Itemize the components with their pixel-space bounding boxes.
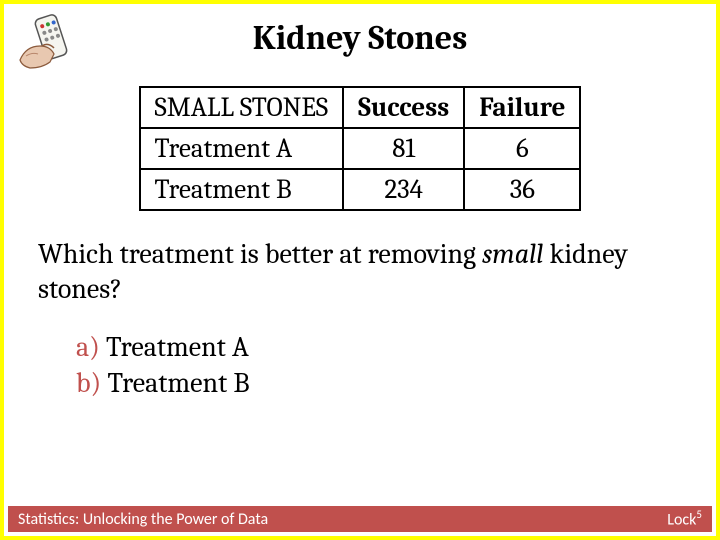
option-b[interactable]: b) Treatment B	[76, 365, 682, 401]
col-header-1: Success	[343, 87, 464, 128]
table-row: Treatment B 234 36	[140, 169, 581, 210]
question-italic: small	[482, 238, 543, 270]
footer-right-sup: 5	[696, 508, 702, 521]
option-text: Treatment B	[107, 367, 249, 399]
footer-left: Statistics: Unlocking the Power of Data	[18, 510, 268, 529]
col-header-0: SMALL STONES	[140, 87, 344, 128]
clicker-remote-icon	[12, 12, 82, 72]
option-letter: b)	[76, 367, 101, 399]
question-text: Which treatment is better at removing sm…	[4, 211, 716, 307]
options-block: a) Treatment A b) Treatment B	[4, 307, 716, 402]
slide-title: Kidney Stones	[4, 4, 716, 68]
col-header-2: Failure	[464, 87, 580, 128]
cell-success: 234	[343, 169, 464, 210]
cell-failure: 6	[464, 128, 580, 169]
footer-right: Lock5	[667, 508, 702, 529]
cell-success: 81	[343, 128, 464, 169]
row-label: Treatment B	[140, 169, 344, 210]
data-table: SMALL STONES Success Failure Treatment A…	[139, 86, 582, 211]
cell-failure: 36	[464, 169, 580, 210]
option-text: Treatment A	[106, 331, 249, 363]
table-header-row: SMALL STONES Success Failure	[140, 87, 581, 128]
slide-container: Kidney Stones SMALL STONES Success Failu…	[0, 0, 720, 540]
option-a[interactable]: a) Treatment A	[76, 329, 682, 365]
table-row: Treatment A 81 6	[140, 128, 581, 169]
question-prefix: Which treatment is better at removing	[38, 238, 482, 270]
row-label: Treatment A	[140, 128, 344, 169]
data-table-wrap: SMALL STONES Success Failure Treatment A…	[4, 86, 716, 211]
option-letter: a)	[76, 331, 100, 363]
slide-footer: Statistics: Unlocking the Power of Data …	[8, 506, 712, 532]
footer-right-base: Lock	[667, 511, 696, 530]
